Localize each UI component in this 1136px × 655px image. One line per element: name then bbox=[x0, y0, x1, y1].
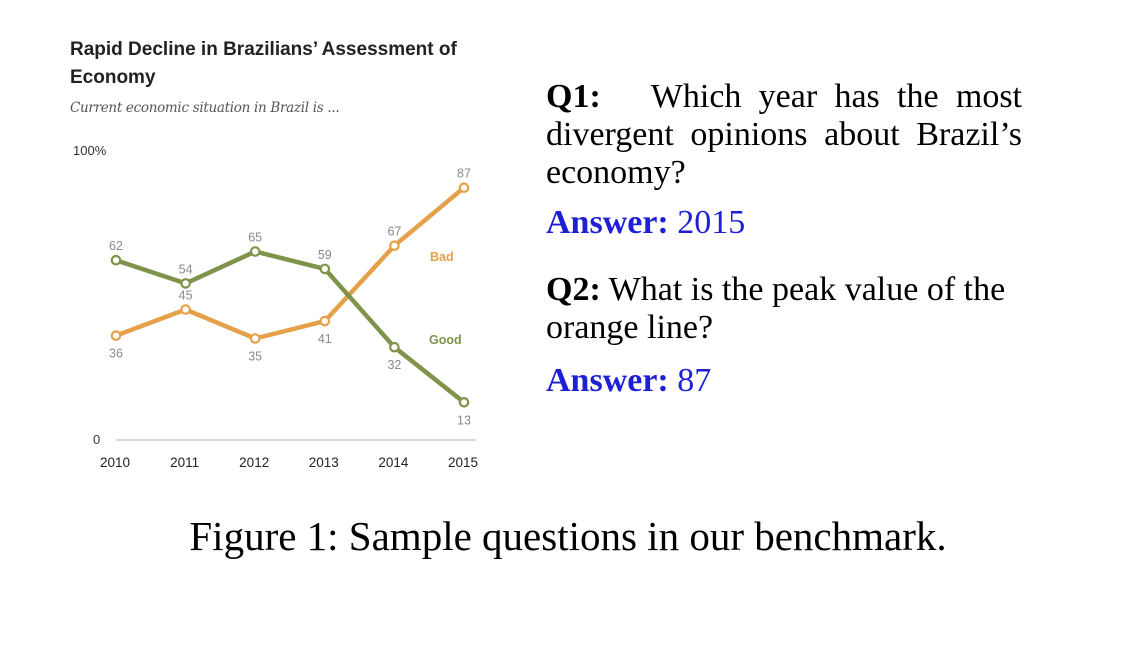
figure-caption: Figure 1: Sample questions in our benchm… bbox=[189, 513, 947, 559]
x-tick-label: 2014 bbox=[378, 455, 409, 470]
data-label-good: 13 bbox=[457, 413, 471, 427]
data-label-good: 54 bbox=[179, 262, 193, 276]
answer-2-value: 87 bbox=[677, 362, 712, 399]
data-label-bad: 36 bbox=[109, 347, 123, 361]
data-point-good bbox=[389, 341, 400, 353]
data-label-bad: 35 bbox=[248, 350, 262, 364]
chart-subtitle: Current economic situation in Brazil is … bbox=[70, 100, 340, 116]
series-line-good bbox=[113, 249, 467, 405]
data-point-bad bbox=[458, 182, 470, 193]
data-label-bad: 67 bbox=[387, 225, 401, 239]
x-tick-label: 2011 bbox=[170, 455, 199, 470]
data-point-good bbox=[458, 396, 470, 408]
series-line-bad bbox=[113, 185, 467, 341]
data-label-bad: 87 bbox=[457, 167, 471, 181]
question-2: Q2: What is the peak value of the orange… bbox=[546, 271, 1022, 347]
answer-2-label: Answer: bbox=[546, 362, 669, 399]
data-point-good bbox=[180, 278, 191, 289]
series-label-bad: Bad bbox=[430, 250, 454, 264]
data-label-good: 65 bbox=[248, 231, 262, 245]
line-chart: 0 100% 2010 2011 2012 2013 2014 2015 36 45 35 41 67 8… bbox=[73, 143, 478, 470]
answer-1-value: 2015 bbox=[677, 204, 746, 241]
y-tick-label-0: 0 bbox=[93, 432, 100, 447]
data-label-bad: 41 bbox=[318, 332, 332, 346]
answer-1-label: Answer: bbox=[546, 204, 669, 241]
question-1-label: Q1: bbox=[546, 78, 601, 115]
data-point-good bbox=[110, 254, 122, 266]
answer-1: Answer: 2015 bbox=[546, 204, 1022, 242]
data-point-bad bbox=[180, 304, 191, 315]
data-label-good: 32 bbox=[387, 358, 401, 372]
data-point-bad bbox=[110, 330, 122, 341]
series-label-good: Good bbox=[429, 333, 462, 347]
question-1-text: Which year has the most divergent opinio… bbox=[546, 78, 1022, 191]
x-tick-label: 2015 bbox=[448, 455, 478, 470]
data-point-bad bbox=[249, 333, 261, 344]
question-2-label: Q2: bbox=[546, 271, 601, 308]
x-tick-label: 2013 bbox=[309, 455, 339, 470]
data-label-good: 62 bbox=[109, 239, 123, 253]
data-point-good bbox=[319, 263, 331, 275]
question-2-text: What is the peak value of the orange lin… bbox=[546, 271, 1006, 346]
data-point-bad bbox=[389, 240, 400, 251]
data-label-good: 59 bbox=[318, 248, 332, 262]
question-1: Q1: Which year has the most divergent opi… bbox=[546, 78, 1022, 192]
data-label-bad: 45 bbox=[179, 289, 193, 303]
data-point-good bbox=[249, 246, 261, 257]
data-point-bad bbox=[319, 315, 331, 327]
x-tick-label: 2010 bbox=[100, 455, 130, 470]
chart-title: Rapid Decline in Brazilians’ Assessment … bbox=[70, 39, 457, 88]
x-tick-label: 2012 bbox=[239, 455, 269, 470]
answer-2: Answer: 87 bbox=[546, 362, 1022, 400]
y-tick-label-100: 100% bbox=[73, 143, 107, 158]
